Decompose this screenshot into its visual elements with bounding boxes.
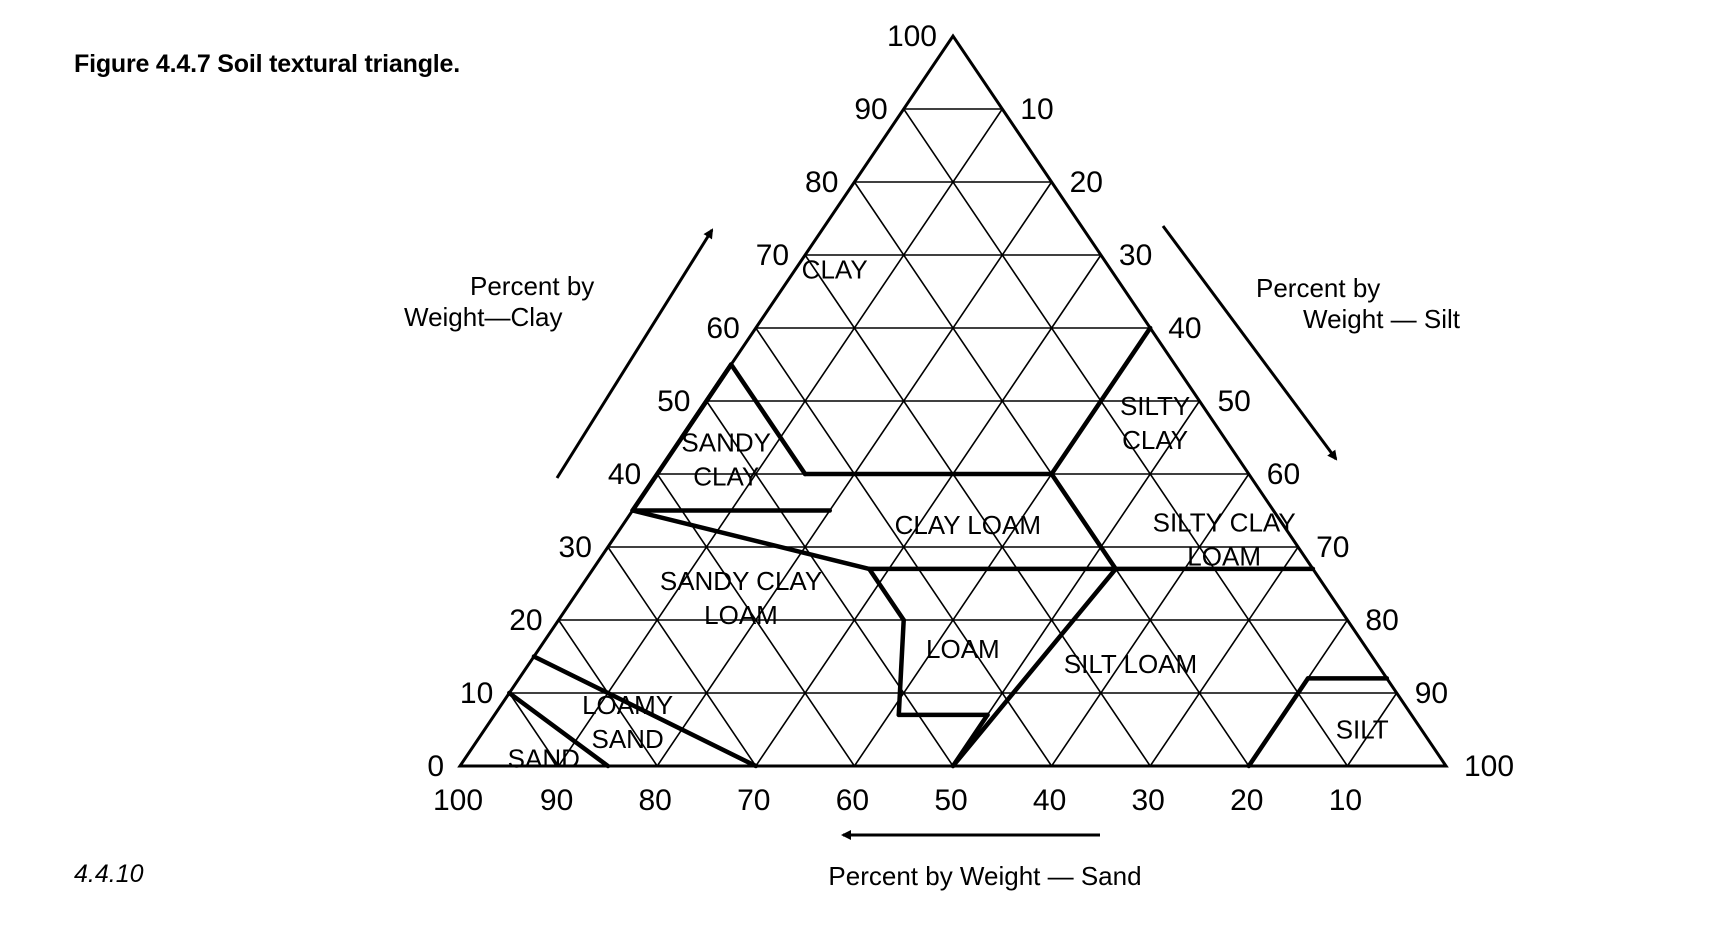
- triangle-outline: [457, 33, 1449, 768]
- silt-tick-label: 10: [1020, 93, 1053, 126]
- sand-tick-label: 20: [1230, 784, 1263, 817]
- clay-tick-label: 40: [608, 458, 641, 491]
- sand-tick-label: 40: [1033, 784, 1066, 817]
- silt-tick-label: 100: [1464, 750, 1514, 783]
- clay-tick-label: 60: [706, 312, 739, 345]
- class-label-sandy-clay-loam: SANDY CLAY LOAM: [660, 566, 822, 630]
- sand-grid-line: [508, 692, 560, 767]
- class-boundary-line: [728, 362, 808, 477]
- sand-grid-line: [902, 108, 1349, 767]
- tick-labels: 0 10 20 30 40 50 60 70 80 90 100 10 20 30 40 50 60 70 80 90…: [427, 20, 1514, 817]
- silt-grid-line: [1346, 692, 1398, 767]
- class-boundary-line: [531, 654, 759, 769]
- class-labels: CLAY SILTY CLAY SANDY CLAY CLAY LOAM SILTY CLA…: [508, 255, 1389, 774]
- sand-axis-label: Percent by Weight — Sand: [828, 861, 1141, 891]
- clay-tick-label: 50: [657, 385, 690, 418]
- silt-axis-label-line2: Weight — Silt: [1303, 304, 1461, 334]
- silt-grid-line: [1050, 473, 1250, 767]
- sand-grid-line: [804, 254, 1151, 767]
- clay-tick-label: 70: [756, 239, 789, 272]
- clay-tick-label: 80: [805, 166, 838, 199]
- class-boundary-line: [630, 508, 872, 572]
- sand-grid-line: [607, 546, 757, 767]
- sand-tick-label: 30: [1132, 784, 1165, 817]
- class-label-loam: LOAM: [926, 634, 1000, 664]
- class-label-clay-loam: CLAY LOAM: [895, 510, 1041, 540]
- class-label-silty-clay-loam: SILTY CLAY LOAM: [1153, 508, 1296, 572]
- clay-axis-label-line1: Percent by: [470, 271, 594, 301]
- clay-tick-label: 20: [509, 604, 542, 637]
- silt-grid-line: [1149, 546, 1299, 767]
- sand-tick-label: 70: [737, 784, 770, 817]
- sand-tick-label: 60: [836, 784, 869, 817]
- class-boundary-line: [896, 617, 906, 718]
- silt-tick-label: 60: [1267, 458, 1300, 491]
- silt-tick-label: 20: [1070, 166, 1103, 199]
- clay-axis-label-line2: Weight—Clay: [404, 302, 562, 332]
- class-boundary-line: [507, 690, 611, 769]
- class-boundary-line: [950, 566, 1118, 769]
- silt-tick-label: 40: [1168, 312, 1201, 345]
- class-label-sand: SAND: [508, 744, 580, 774]
- figure-caption: Figure 4.4.7 Soil textural triangle.: [74, 50, 460, 78]
- silt-tick-label: 30: [1119, 239, 1152, 272]
- silt-tick-label: 90: [1415, 677, 1448, 710]
- sand-tick-label: 90: [540, 784, 573, 817]
- silt-tick-label: 50: [1218, 385, 1251, 418]
- sand-grid-line: [705, 400, 954, 767]
- silt-tick-label: 80: [1365, 604, 1398, 637]
- class-boundary-line: [1049, 325, 1153, 477]
- class-boundary-line: [866, 566, 906, 623]
- silt-grid-line: [952, 400, 1201, 767]
- silt-grid-line: [754, 254, 1102, 767]
- silt-axis-arrow: [1161, 225, 1338, 461]
- class-label-silty-clay: SILTY CLAY: [1120, 391, 1190, 455]
- silt-tick-label: 70: [1316, 531, 1349, 564]
- sand-tick-label: 100: [433, 784, 483, 817]
- silt-axis-label-line1: Percent by: [1256, 273, 1380, 303]
- page-number: 4.4.10: [74, 860, 144, 888]
- clay-axis-arrow: [555, 228, 714, 479]
- sand-tick-label: 10: [1329, 784, 1362, 817]
- class-boundary-line: [1246, 676, 1311, 769]
- sand-tick-label: 50: [934, 784, 967, 817]
- sand-tick-label: 80: [639, 784, 672, 817]
- clay-tick-label: 10: [460, 677, 493, 710]
- clay-tick-label: 90: [854, 93, 887, 126]
- class-label-loamy-sand: LOAMY SAND: [582, 690, 673, 754]
- clay-tick-label: 100: [887, 20, 937, 53]
- class-label-sandy-clay: SANDY CLAY: [681, 427, 771, 491]
- clay-tick-label: 30: [559, 531, 592, 564]
- class-boundary-line: [1049, 471, 1118, 572]
- clay-tick-label: 0: [427, 750, 444, 783]
- grid-lines: [508, 108, 1398, 767]
- class-label-clay: CLAY: [802, 255, 868, 285]
- class-label-silt-loam: SILT LOAM: [1064, 649, 1197, 679]
- class-label-silt: SILT: [1336, 715, 1389, 745]
